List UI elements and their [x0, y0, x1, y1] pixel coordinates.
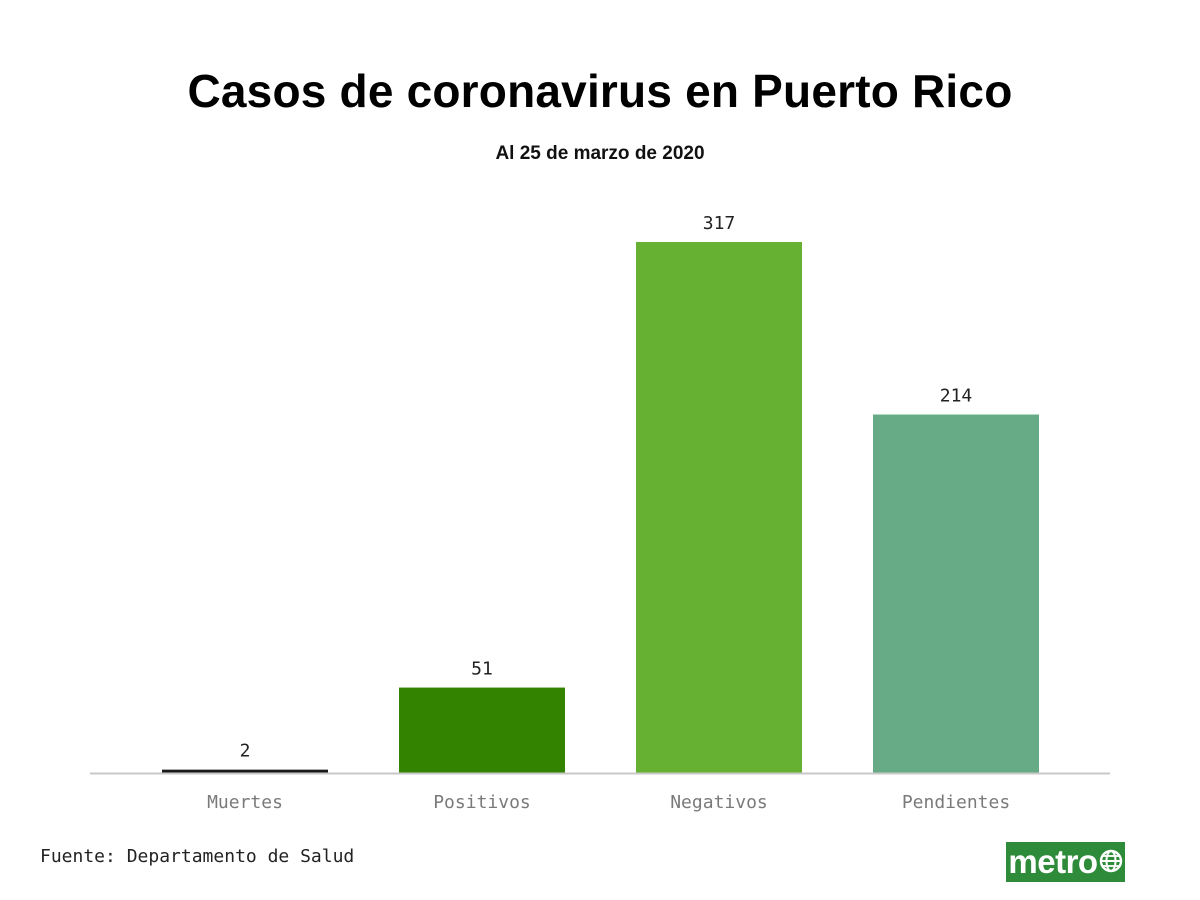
bar-negativos [636, 242, 802, 773]
tick-label-negativos: Negativos [670, 792, 768, 813]
bar-positivos [399, 687, 565, 773]
chart-title: Casos de coronavirus en Puerto Rico [187, 65, 1013, 117]
tick-label-positivos: Positivos [433, 792, 531, 813]
bar-muertes [162, 769, 328, 773]
source-note: Fuente: Departamento de Salud [40, 846, 355, 867]
value-label-muertes: 2 [240, 741, 251, 762]
chart-subtitle: Al 25 de marzo de 2020 [495, 143, 705, 164]
globe-icon [1099, 849, 1123, 878]
value-label-pendientes: 214 [940, 386, 973, 407]
metro-logo-text: metro [1008, 843, 1098, 880]
tick-labels-group: Muertes Positivos Negativos Pendientes [207, 792, 1010, 813]
value-label-negativos: 317 [703, 213, 736, 234]
value-labels-group: 2 51 317 214 [240, 213, 973, 762]
value-label-positivos: 51 [471, 659, 493, 680]
bar-pendientes [873, 414, 1039, 773]
metro-logo: metro [1006, 842, 1125, 882]
tick-label-pendientes: Pendientes [902, 792, 1010, 813]
tick-label-muertes: Muertes [207, 792, 283, 813]
bars-group [162, 242, 1039, 773]
